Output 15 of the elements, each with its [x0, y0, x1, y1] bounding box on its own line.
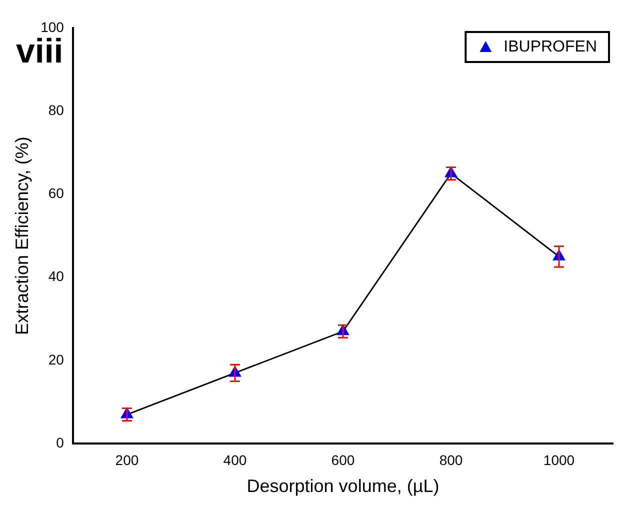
x-tick-label: 600: [331, 452, 355, 468]
y-tick-label: 40: [48, 268, 64, 284]
y-tick-label: 80: [48, 102, 64, 118]
x-tick-label: 400: [223, 452, 247, 468]
y-tick-label: 100: [40, 18, 64, 35]
y-tick-label: 60: [48, 185, 64, 202]
text: viii: [16, 32, 64, 70]
y-axis-title: Extraction Efficiency, (%): [12, 136, 32, 336]
y-tick-label: 0: [56, 434, 64, 450]
x-tick-label: 200: [115, 452, 139, 468]
x-axis-title: Desorption volume, (µL): [246, 476, 440, 496]
legend-label: IBUPROFEN: [504, 38, 597, 56]
x-tick-label: 800: [439, 452, 463, 468]
x-tick-label: 1000: [543, 452, 575, 468]
y-tick-label: 20: [48, 351, 64, 368]
